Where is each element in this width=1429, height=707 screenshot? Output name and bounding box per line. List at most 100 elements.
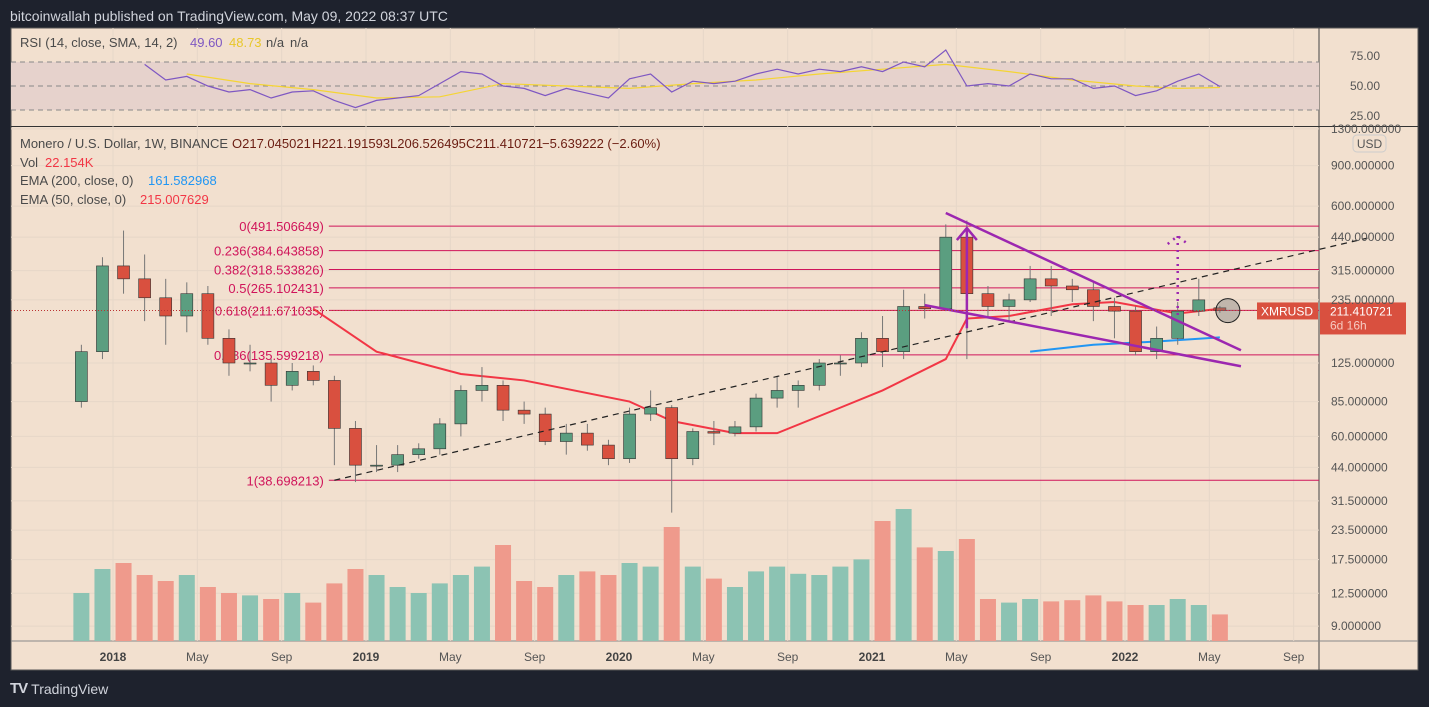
volume-bar <box>199 587 216 641</box>
candle-body <box>201 293 215 339</box>
y-tick-label: 1300.000000 <box>1331 122 1401 136</box>
volume-bar <box>389 587 406 641</box>
candle-body <box>791 385 805 391</box>
ohlc-low: L206.526495 <box>390 136 466 151</box>
rsi-legend-value: 49.60 <box>190 35 223 50</box>
volume-bar <box>663 527 680 641</box>
volume-bar <box>958 539 975 641</box>
volume-bar <box>326 583 343 641</box>
volume-bar <box>579 571 596 641</box>
volume-bar <box>684 566 701 641</box>
x-tick-label: Sep <box>1283 650 1305 664</box>
candle-body <box>306 371 320 381</box>
rsi-tick-label: 75.00 <box>1350 49 1380 63</box>
volume-bar <box>516 581 533 641</box>
volume-bar <box>220 593 237 641</box>
volume-bar <box>853 559 870 641</box>
candle-body <box>243 362 257 365</box>
volume-bar <box>769 566 786 641</box>
volume-bar <box>600 575 617 641</box>
rsi-tick-label: 25.00 <box>1350 109 1380 123</box>
volume-bar <box>537 587 554 641</box>
candle-body <box>602 444 615 460</box>
candle-body <box>222 338 236 364</box>
volume-bar <box>558 575 575 641</box>
volume-pane <box>73 509 1228 641</box>
y-tick-label: 235.000000 <box>1331 293 1395 307</box>
candle-body <box>897 306 910 352</box>
volume-bar <box>431 583 448 641</box>
highlight-circle <box>1215 298 1241 324</box>
volume-bar <box>1001 602 1018 641</box>
x-tick-label: Sep <box>524 650 546 664</box>
dashed-trendline[interactable] <box>334 237 1368 481</box>
volume-bar <box>642 566 659 641</box>
ema200-legend-label: EMA (200, close, 0) <box>20 173 133 188</box>
fib-level-label: 0.382(318.533826) <box>214 262 324 277</box>
rsi-line <box>144 49 1221 109</box>
volume-bar <box>1211 614 1228 641</box>
candle-body <box>812 362 826 386</box>
y-tick-label: 315.000000 <box>1331 264 1395 278</box>
candle-body <box>918 306 932 310</box>
candle-body <box>770 390 784 399</box>
x-tick-label: Sep <box>1030 650 1052 664</box>
rsi-sma-legend-value: 48.73 <box>229 35 262 50</box>
candle-body <box>1108 306 1121 312</box>
volume-bar <box>347 569 364 641</box>
candle-body <box>96 265 109 352</box>
candle-body <box>707 431 721 434</box>
rsi-legend-label: RSI (14, close, SMA, 14, 2) <box>20 35 178 50</box>
volume-bar <box>1085 595 1102 641</box>
candle-body <box>1192 299 1206 312</box>
fib-level-label: 0(491.506649) <box>239 219 324 234</box>
x-tick-label: May <box>945 650 968 664</box>
candle-body <box>285 371 299 386</box>
candle-body <box>433 423 447 450</box>
x-tick-label: 2018 <box>100 650 127 664</box>
volume-bar <box>263 599 280 641</box>
symbol-title: Monero / U.S. Dollar, 1W, BINANCE <box>20 136 228 151</box>
x-tick-label: 2021 <box>859 650 886 664</box>
volume-legend-value: 22.154K <box>45 155 94 170</box>
x-tick-label: May <box>692 650 715 664</box>
candle-body <box>623 413 636 460</box>
currency-badge[interactable] <box>1352 134 1387 153</box>
volume-bar <box>305 602 322 641</box>
tradingview-logo[interactable]: TV TradingView <box>10 680 108 697</box>
volume-bar <box>495 545 512 641</box>
candle-body <box>454 390 468 425</box>
volume-bar <box>242 595 259 641</box>
y-tick-label: 600.000000 <box>1331 199 1395 213</box>
ema50-legend-value: 215.007629 <box>140 192 209 207</box>
wedge-upper-line[interactable] <box>945 211 1242 352</box>
publisher-line: bitcoinwallah published on TradingView.c… <box>10 8 448 24</box>
y-tick-label: 440.000000 <box>1331 230 1395 244</box>
volume-bar <box>94 569 111 641</box>
candle-body <box>138 278 151 299</box>
candle-body <box>159 297 173 317</box>
candle-body <box>75 351 88 402</box>
volume-bar <box>979 599 996 641</box>
volume-bar <box>790 573 807 641</box>
candle-body <box>1002 299 1016 307</box>
candle-body <box>1171 310 1185 339</box>
candle-body <box>1129 310 1142 352</box>
x-tick-label: May <box>1198 650 1221 664</box>
rsi-na-1: n/a <box>266 35 285 50</box>
candle-body <box>538 413 552 442</box>
symbol-badge-label: XMRUSD <box>1261 304 1313 318</box>
candle-body <box>180 293 194 317</box>
x-tick-label: Sep <box>271 650 293 664</box>
y-tick-label: 85.000000 <box>1331 395 1388 409</box>
candle-body <box>349 428 362 466</box>
volume-bar <box>1064 600 1081 641</box>
wedge-lower-line[interactable] <box>924 303 1242 368</box>
x-tick-label: Sep <box>777 650 799 664</box>
x-tick-label: 2022 <box>1112 650 1139 664</box>
volume-bar <box>136 575 153 641</box>
candle-body <box>412 448 426 455</box>
fib-level-label: 1(38.698213) <box>246 473 323 488</box>
candle-body <box>391 454 404 466</box>
